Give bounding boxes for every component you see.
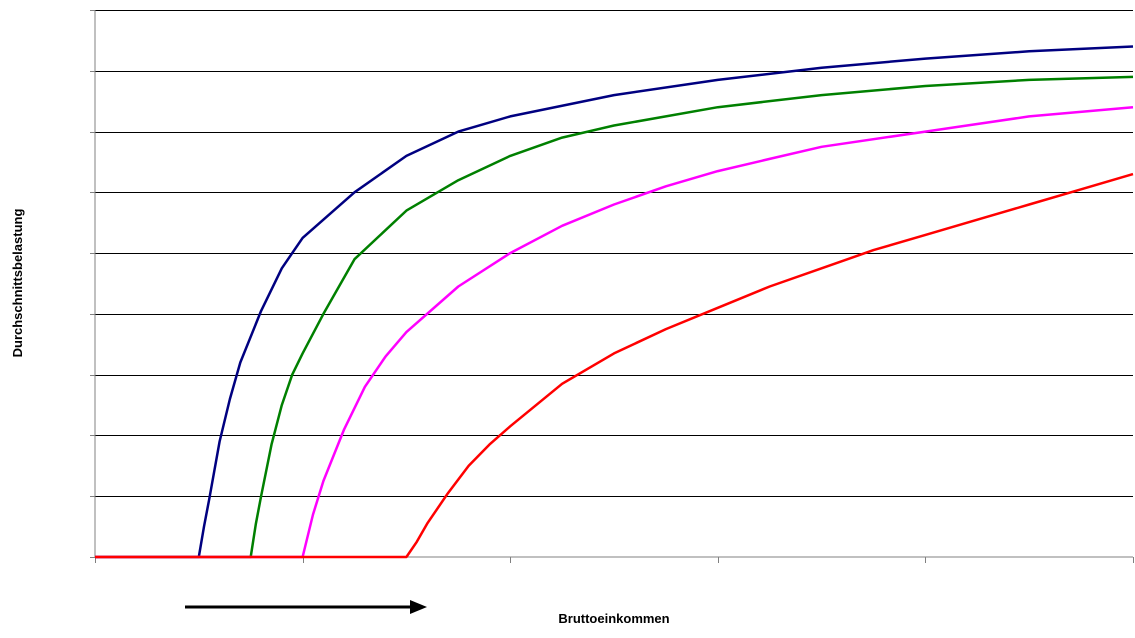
arrow-head xyxy=(410,600,427,614)
y-axis-title: Durchschnittsbelastung xyxy=(10,209,25,358)
arrow-indicator xyxy=(185,600,427,614)
x-axis-title: Bruttoeinkommen xyxy=(558,611,669,626)
series-line-2 xyxy=(95,75,1134,559)
data-series xyxy=(95,45,1134,559)
series-line-4 xyxy=(95,172,1134,559)
series-line-1 xyxy=(95,45,1134,559)
axis-ticks xyxy=(90,10,1134,563)
series-line-3 xyxy=(95,105,1134,559)
axes xyxy=(94,10,1133,558)
gridlines xyxy=(95,10,1133,497)
